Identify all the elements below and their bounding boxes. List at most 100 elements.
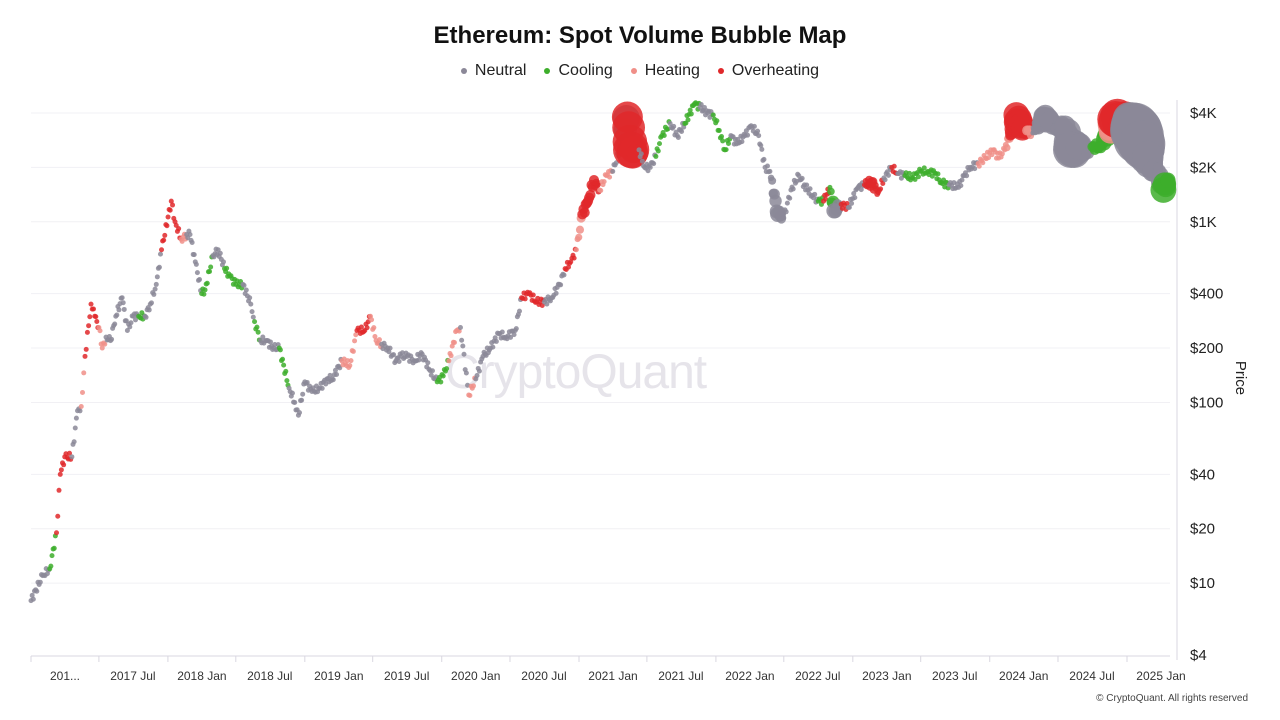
bubble: [108, 338, 114, 344]
bubble: [659, 133, 665, 139]
bubble: [656, 141, 662, 147]
bubble: [534, 299, 540, 305]
bubble: [457, 324, 463, 330]
x-tick-label: 2019 Jan: [314, 669, 363, 683]
bubble: [597, 187, 603, 193]
bubble: [353, 332, 359, 338]
bubble: [674, 133, 680, 139]
bubble: [946, 182, 952, 188]
bubble: [233, 281, 239, 287]
bubble: [466, 392, 472, 398]
bubble: [284, 378, 290, 384]
bubble: [562, 266, 568, 272]
bubble: [889, 164, 895, 170]
bubble: [337, 365, 343, 371]
bubble: [367, 313, 373, 319]
bubble: [697, 104, 703, 110]
legend-label: Overheating: [731, 62, 820, 79]
bubble: [463, 370, 469, 376]
legend: Neutral Cooling Heating Overheating: [0, 62, 1280, 80]
x-tick-label: 2025 Jan: [1136, 669, 1185, 683]
legend-item-overheating[interactable]: Overheating: [717, 62, 820, 80]
bubble: [821, 198, 827, 204]
bubble: [34, 588, 40, 594]
bubble: [568, 259, 574, 265]
bubble: [102, 341, 108, 347]
legend-dot: [630, 68, 637, 74]
bubble: [601, 179, 607, 185]
bubble: [451, 340, 457, 346]
x-tick-label: 2017 Jul: [110, 669, 155, 683]
bubble: [982, 155, 988, 161]
bubble: [247, 295, 253, 301]
bubble: [728, 133, 734, 139]
bubble: [861, 182, 867, 188]
bubble: [845, 204, 851, 210]
bubble: [99, 345, 105, 351]
chart-title: Ethereum: Spot Volume Bubble Map: [433, 22, 847, 49]
legend-dot: [544, 68, 551, 74]
bubble: [446, 358, 452, 364]
y-tick-label: $40: [1190, 466, 1215, 483]
bubble: [254, 324, 260, 330]
bubble: [162, 232, 168, 238]
bubble: [460, 343, 466, 349]
bubble: [809, 192, 815, 198]
bubble: [855, 184, 861, 190]
bubble: [739, 139, 745, 145]
bubble: [1094, 141, 1105, 152]
bubble: [57, 471, 63, 477]
bubble: [921, 165, 927, 171]
bubble: [302, 379, 308, 385]
bubble: [71, 439, 77, 445]
bubble: [647, 164, 653, 170]
bubble: [55, 513, 61, 519]
bubble: [146, 307, 152, 313]
bubble: [553, 290, 559, 296]
bubble: [56, 487, 62, 493]
bubble: [354, 328, 360, 334]
bubble: [878, 186, 884, 192]
bubble: [280, 356, 286, 362]
bubble: [379, 341, 385, 347]
legend-item-heating[interactable]: Heating: [630, 62, 700, 80]
legend-item-cooling[interactable]: Cooling: [544, 62, 613, 80]
bubble: [142, 313, 148, 319]
x-tick-label: 2021 Jul: [658, 669, 703, 683]
bubble: [202, 287, 208, 293]
bubble: [611, 101, 643, 133]
bubble: [168, 198, 174, 204]
x-tick-label: 2020 Jul: [521, 669, 566, 683]
bubble: [815, 198, 821, 204]
bubble: [128, 320, 134, 326]
bubble: [119, 295, 125, 301]
bubble: [404, 353, 410, 359]
bubble: [768, 176, 777, 185]
bubble: [339, 358, 345, 364]
bubble: [449, 343, 455, 349]
bubble: [530, 292, 536, 298]
bubble: [398, 353, 404, 359]
legend-item-neutral[interactable]: Neutral: [460, 62, 526, 80]
legend-label: Heating: [644, 62, 700, 79]
bubble: [81, 370, 87, 376]
bubble: [165, 214, 171, 220]
bubble: [92, 313, 98, 319]
bubble: [295, 412, 301, 418]
bubble: [575, 225, 585, 234]
y-axis-label: Price: [1232, 361, 1249, 395]
bubble: [324, 376, 330, 382]
bubble: [849, 200, 855, 206]
bubble: [1002, 147, 1008, 153]
bubble: [127, 324, 133, 330]
x-tick-label: 201...: [50, 669, 80, 683]
bubble: [838, 201, 844, 207]
bubble: [655, 148, 661, 154]
bubble: [222, 266, 228, 272]
bubble: [197, 276, 203, 282]
bubble: [762, 164, 768, 170]
bubble: [252, 319, 258, 325]
bubble: [577, 209, 588, 220]
bubble: [124, 328, 130, 334]
bubble: [734, 141, 740, 147]
